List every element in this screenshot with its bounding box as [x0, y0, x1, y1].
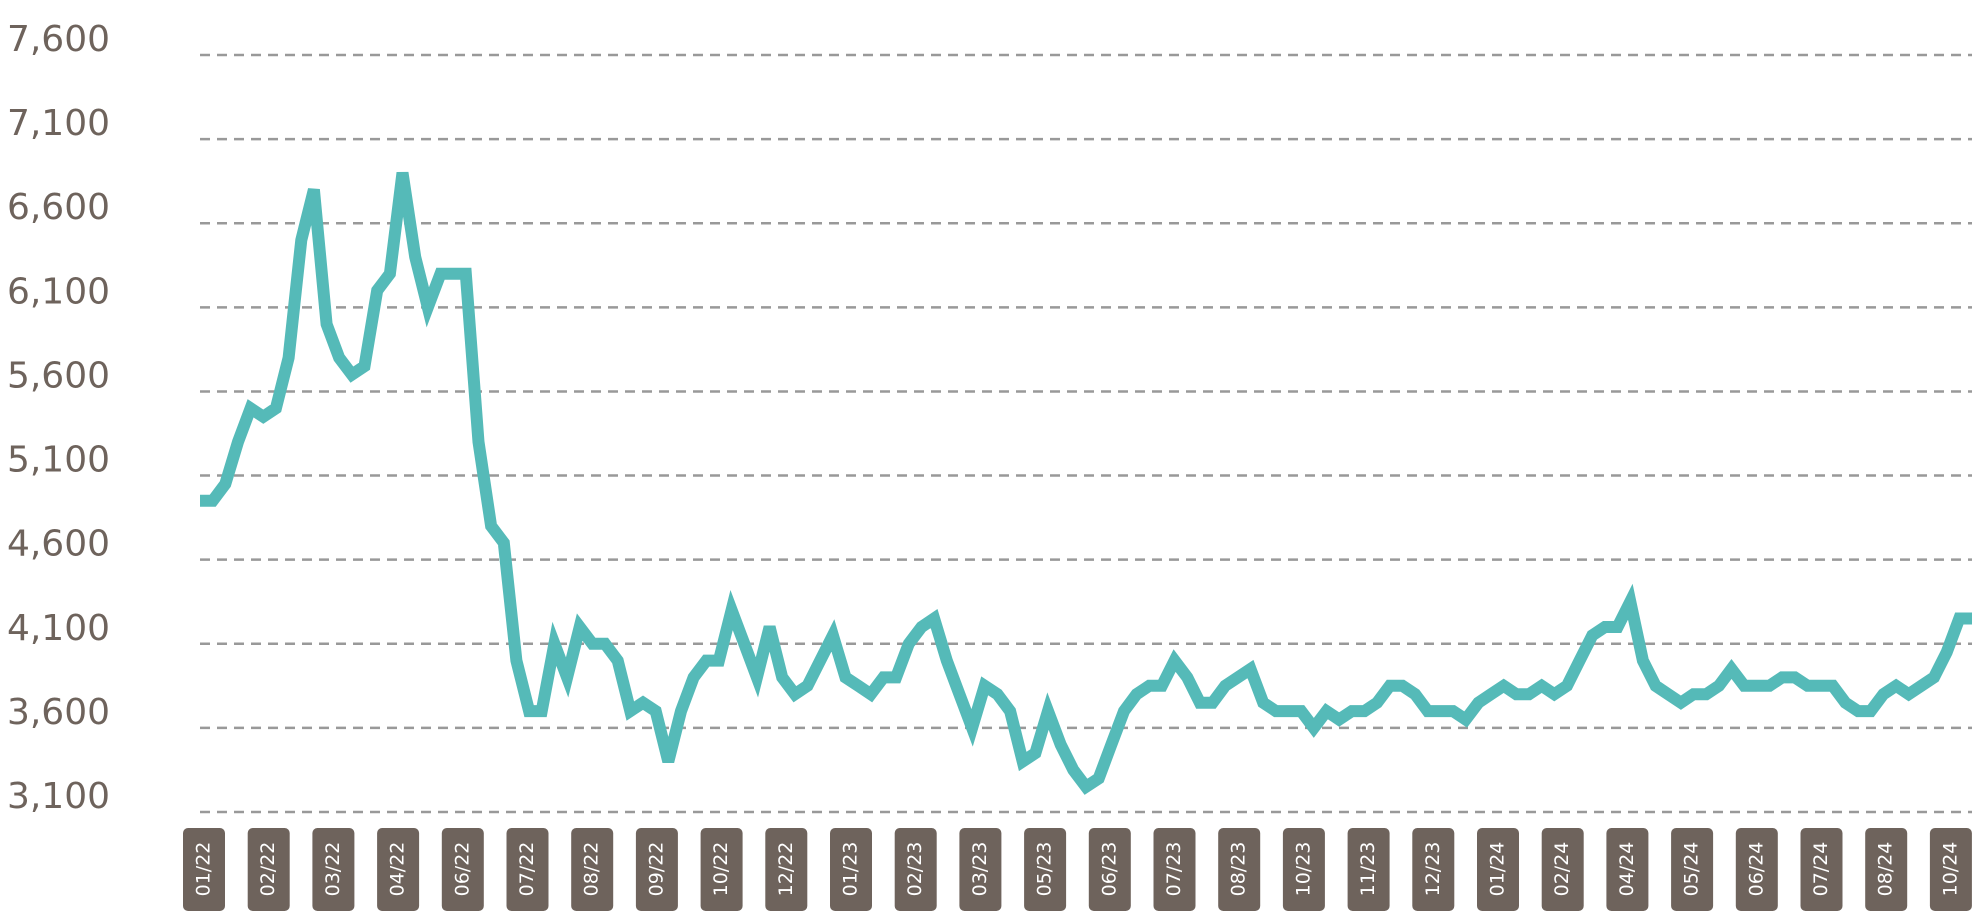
y-tick-label: 7,600: [7, 19, 110, 60]
x-tick-label: 01/23: [840, 842, 862, 897]
y-tick-label: 7,100: [7, 103, 110, 144]
x-tick-label: 02/23: [904, 842, 926, 897]
x-label-box: [1865, 828, 1908, 911]
x-tick-label: 02/22: [257, 842, 279, 897]
x-label-box: [765, 828, 808, 911]
x-label-box: [1412, 828, 1455, 911]
x-label-box: [1606, 828, 1649, 911]
x-tick-label: 05/23: [1034, 842, 1056, 897]
x-tick-label: 07/22: [516, 842, 538, 897]
x-label-box: [506, 828, 549, 911]
x-label-box: [1800, 828, 1843, 911]
x-label-box: [1671, 828, 1714, 911]
x-label-box: [1218, 828, 1261, 911]
x-tick-label: 07/23: [1163, 842, 1185, 897]
y-tick-label: 3,600: [7, 692, 110, 733]
x-tick-label: 12/22: [775, 842, 797, 897]
x-tick-label: 09/22: [645, 842, 667, 897]
x-tick-label: 03/23: [969, 842, 991, 897]
x-label-box: [183, 828, 225, 911]
x-tick-label: 06/22: [451, 842, 473, 897]
x-label-box: [1477, 828, 1519, 911]
y-tick-label: 5,100: [7, 440, 110, 481]
y-tick-label: 6,600: [7, 187, 110, 228]
x-tick-label: 08/23: [1228, 842, 1250, 897]
x-label-box: [1282, 828, 1325, 911]
x-label-box: [1153, 828, 1196, 911]
y-tick-label: 4,100: [7, 608, 110, 649]
x-tick-label: 07/24: [1810, 842, 1832, 897]
data-line: [200, 171, 1972, 795]
x-label-box: [635, 828, 678, 911]
x-tick-label: 06/23: [1098, 842, 1120, 897]
x-tick-label: 08/22: [581, 842, 603, 897]
x-label-box: [894, 828, 937, 911]
x-tick-label: 05/24: [1681, 842, 1703, 897]
x-tick-label: 08/24: [1875, 842, 1897, 897]
y-tick-label: 5,600: [7, 355, 110, 396]
x-label-box: [959, 828, 1002, 911]
y-tick-label: 6,100: [7, 271, 110, 312]
x-tick-label: 04/22: [387, 842, 409, 897]
x-tick-label: 01/24: [1487, 842, 1509, 897]
x-label-box: [700, 828, 743, 911]
x-label-box: [1024, 828, 1067, 911]
x-label-box: [830, 828, 872, 911]
y-tick-label: 3,100: [7, 776, 110, 817]
x-tick-label: 10/24: [1939, 842, 1961, 897]
x-tick-label: 10/22: [710, 842, 732, 897]
x-label-box: [1088, 828, 1131, 911]
x-tick-label: 12/23: [1422, 842, 1444, 897]
x-label-box: [571, 828, 614, 911]
x-tick-label: 04/24: [1616, 842, 1638, 897]
x-label-box: [441, 828, 484, 911]
x-label-box: [1347, 828, 1390, 911]
x-label-box: [377, 828, 420, 911]
x-label-box: [1929, 828, 1972, 911]
x-label-box: [312, 828, 355, 911]
x-tick-label: 01/22: [193, 842, 215, 897]
x-tick-label: 10/23: [1292, 842, 1314, 897]
x-tick-label: 06/24: [1745, 842, 1767, 897]
x-label-box: [1735, 828, 1778, 911]
x-label-box: [1541, 828, 1584, 911]
y-tick-label: 4,600: [7, 524, 110, 565]
x-tick-label: 03/22: [322, 842, 344, 897]
x-tick-label: 02/24: [1551, 842, 1573, 897]
x-tick-label: 11/23: [1357, 842, 1379, 897]
x-label-box: [247, 828, 290, 911]
